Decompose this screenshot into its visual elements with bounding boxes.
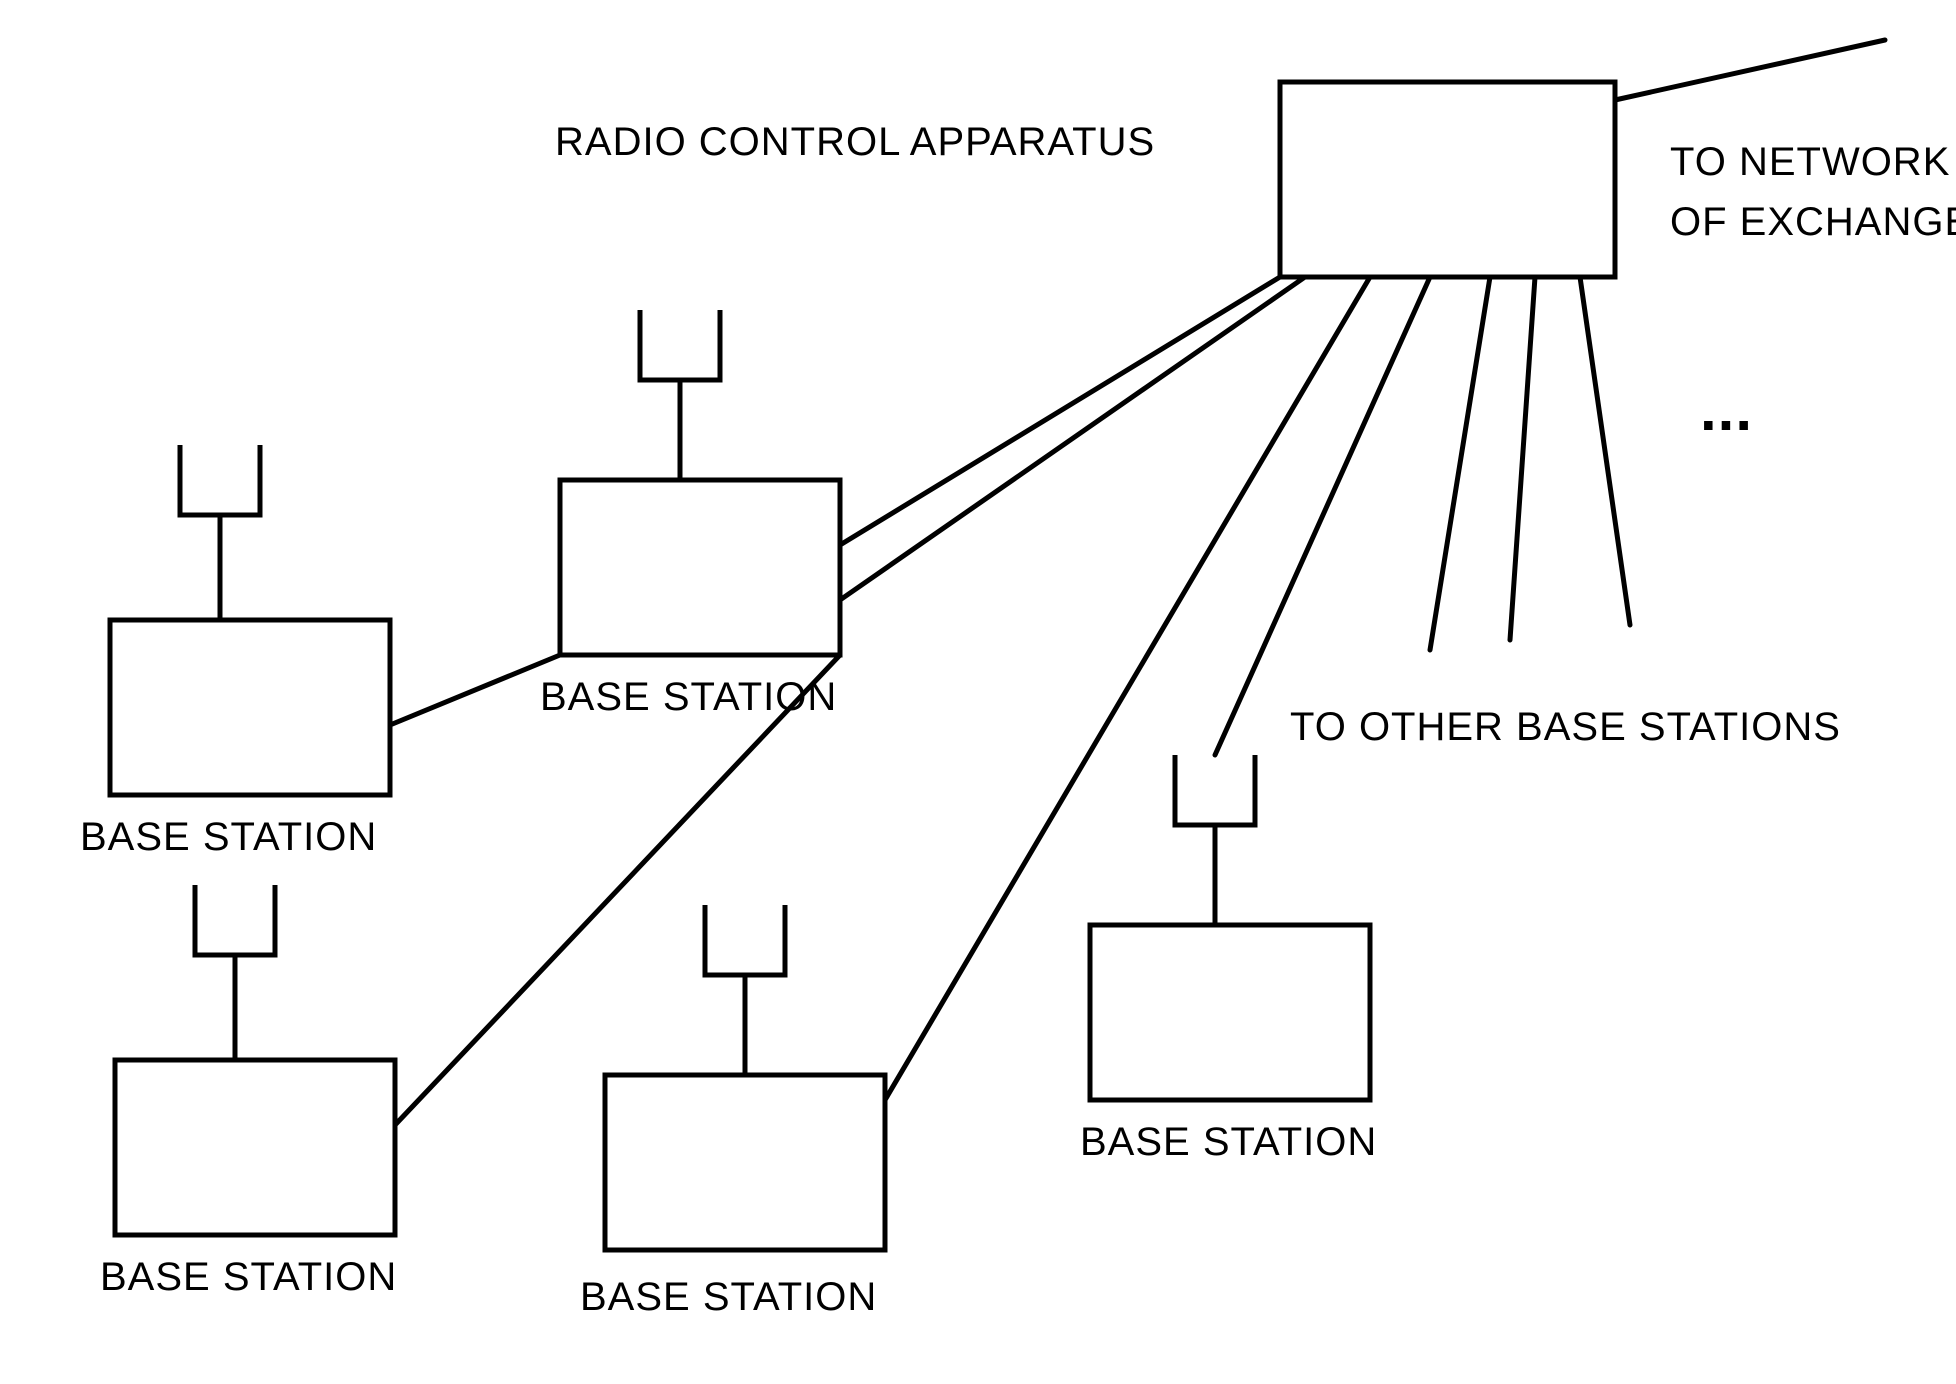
edge [395, 655, 840, 1125]
edge [1510, 277, 1535, 640]
node-label: BASE STATION [580, 1275, 877, 1319]
edge-label: TO OTHER BASE STATIONS [1290, 705, 1841, 749]
antenna-icon [705, 905, 785, 975]
antenna-icon [640, 310, 720, 380]
node-label: BASE STATION [80, 815, 377, 859]
antenna-icon [1175, 755, 1255, 825]
ellipsis: ... [1700, 376, 1753, 443]
nodes-layer: RADIO CONTROL APPARATUS BASE STATION BASE … [80, 82, 1615, 1319]
edge [1215, 277, 1430, 755]
edge [390, 655, 560, 725]
antenna-icon [180, 445, 260, 515]
network-diagram: TO NETWORK OF EXCHANGE TO OTHER BASE STATI… [0, 0, 1956, 1384]
edge-label: TO NETWORK [1670, 140, 1950, 184]
node-box [110, 620, 390, 795]
node-box [560, 480, 840, 655]
edge [1615, 40, 1885, 100]
edge [840, 277, 1280, 545]
antenna-icon [195, 885, 275, 955]
edge-label: OF EXCHANGE [1670, 200, 1956, 244]
node-box [605, 1075, 885, 1250]
edge [1430, 277, 1490, 650]
node-label: BASE STATION [1080, 1120, 1377, 1164]
node-box [1280, 82, 1615, 277]
node-label: RADIO CONTROL APPARATUS [555, 120, 1155, 164]
node-box [1090, 925, 1370, 1100]
edge [1580, 277, 1630, 625]
node-label: BASE STATION [540, 675, 837, 719]
node-label: BASE STATION [100, 1255, 397, 1299]
edge [840, 277, 1305, 600]
node-box [115, 1060, 395, 1235]
